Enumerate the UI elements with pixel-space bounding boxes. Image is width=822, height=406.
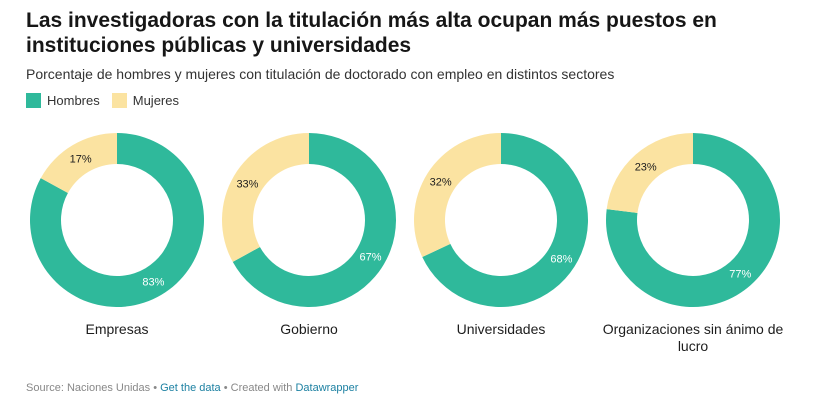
legend-swatch-hombres	[26, 93, 41, 108]
donut-slice-mujeres[interactable]	[40, 133, 117, 194]
donut-slice-hombres[interactable]	[606, 133, 780, 307]
footer-separator: •	[223, 382, 228, 394]
chart-subtitle: Porcentaje de hombres y mujeres con titu…	[26, 66, 615, 82]
datawrapper-link[interactable]: Datawrapper	[295, 382, 359, 394]
donut-chart: 67% 33% Gobierno	[214, 125, 404, 365]
donut-chart: 77% 23% Organizaciones sin ánimo de lucro	[598, 125, 788, 365]
donut-slice-hombres[interactable]	[29, 133, 204, 307]
donut-chart: 83% 17% Empresas	[22, 125, 212, 365]
donut-svg: 77% 23%	[606, 133, 780, 307]
data-label-mujeres: 17%	[70, 153, 92, 165]
donut-slice-mujeres[interactable]	[222, 133, 309, 262]
legend-swatch-mujeres	[111, 93, 127, 108]
data-label-hombres: 83%	[142, 277, 164, 289]
donut-chart: 68% 32% Universidades	[406, 125, 596, 365]
legend-item-hombres: Hombres	[26, 93, 100, 108]
source-text: Source: Naciones Unidas	[26, 382, 151, 394]
category-label: Universidades	[456, 321, 546, 337]
legend-label-mujeres: Mujeres	[132, 93, 179, 108]
data-label-hombres: 68%	[550, 253, 572, 265]
donut-charts: 83% 17% Empresas 67% 33% Gobierno 68% 32% Univer…	[0, 125, 822, 365]
get-data-link[interactable]: Get the data	[160, 382, 221, 394]
donut-slice-mujeres[interactable]	[414, 133, 501, 258]
footer-separator: •	[153, 382, 158, 394]
donut-slice-mujeres[interactable]	[606, 133, 693, 213]
category-label: Empresas	[85, 321, 149, 337]
data-label-hombres: 77%	[729, 269, 751, 281]
donut-svg: 68% 32%	[414, 133, 588, 307]
donut-svg: 67% 33%	[222, 133, 396, 307]
footer: Source: Naciones Unidas • Get the data •…	[26, 382, 358, 394]
data-label-hombres: 67%	[360, 251, 382, 263]
data-label-mujeres: 23%	[635, 161, 657, 173]
data-label-mujeres: 33%	[236, 179, 258, 191]
legend-label-hombres: Hombres	[47, 93, 100, 108]
created-with-text: Created with	[230, 382, 293, 394]
legend: Hombres Mujeres	[26, 93, 179, 108]
donut-svg: 83% 17%	[29, 133, 204, 307]
category-label: Organizaciones sin ánimo de lucro	[602, 321, 784, 354]
donut-slice-hombres[interactable]	[422, 133, 588, 307]
legend-item-mujeres: Mujeres	[111, 93, 179, 108]
data-label-mujeres: 32%	[430, 177, 452, 189]
chart-title: Las investigadoras con la titulación más…	[26, 9, 717, 57]
donut-slice-hombres[interactable]	[232, 133, 396, 307]
category-label: Gobierno	[280, 321, 338, 337]
